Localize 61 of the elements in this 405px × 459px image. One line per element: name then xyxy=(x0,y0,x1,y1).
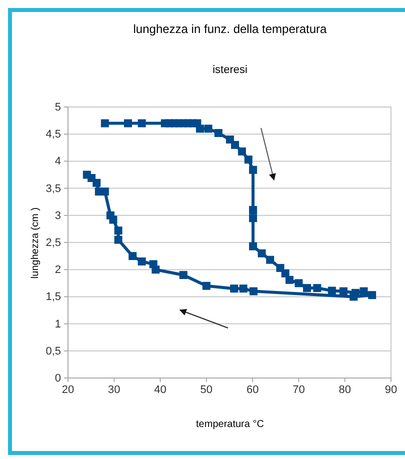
point xyxy=(149,260,158,268)
y-tick-label: 0 xyxy=(54,372,61,385)
point xyxy=(281,269,290,278)
point xyxy=(94,188,103,196)
point xyxy=(124,119,132,128)
point xyxy=(202,282,210,290)
point xyxy=(239,284,248,293)
y-tick-label: 5 xyxy=(54,102,61,114)
y-tick-label: 4,5 xyxy=(46,128,61,141)
point xyxy=(249,242,258,250)
point xyxy=(360,287,368,296)
y-tick-label: 1 xyxy=(54,318,61,330)
y-tick-label: 4 xyxy=(54,156,61,168)
x-tick-label: 90 xyxy=(384,384,398,396)
point xyxy=(285,276,294,284)
x-tick-label: 60 xyxy=(246,384,259,396)
point xyxy=(231,140,240,149)
point xyxy=(249,287,258,296)
chart-title: lunghezza in funz. della temperatura xyxy=(133,22,328,36)
point xyxy=(114,236,122,244)
point xyxy=(249,166,258,174)
point xyxy=(179,271,188,280)
point xyxy=(138,119,146,128)
x-tick-label: 40 xyxy=(154,384,166,396)
point xyxy=(238,147,246,156)
point xyxy=(214,129,222,138)
point xyxy=(128,252,137,260)
point xyxy=(114,226,122,235)
point xyxy=(368,291,376,300)
x-tick-label: 70 xyxy=(292,384,305,396)
x-tick-label: 20 xyxy=(62,384,74,396)
chart-subtitle: isteresi xyxy=(212,64,248,76)
y-axis-title: lunghezza (cm ) xyxy=(30,207,41,279)
point xyxy=(82,170,91,179)
point xyxy=(138,257,146,266)
point xyxy=(100,119,109,128)
point xyxy=(303,284,312,292)
x-axis-title: temperatura °C xyxy=(196,419,264,430)
point xyxy=(313,284,322,292)
point xyxy=(294,279,303,288)
point xyxy=(196,124,204,133)
point xyxy=(350,292,358,301)
y-tick-label: 2,5 xyxy=(46,237,61,250)
point xyxy=(339,287,348,296)
point xyxy=(249,206,258,214)
y-tick-label: 3,5 xyxy=(46,182,61,195)
y-tick-label: 0,5 xyxy=(46,345,61,358)
point xyxy=(258,249,266,258)
point xyxy=(244,156,252,164)
point xyxy=(106,211,114,220)
point xyxy=(230,284,238,293)
y-tick-label: 3 xyxy=(54,210,61,222)
point xyxy=(249,214,258,222)
point xyxy=(328,286,336,295)
point xyxy=(266,256,274,264)
x-tick-label: 30 xyxy=(108,384,120,396)
x-tick-label: 80 xyxy=(338,384,351,396)
point xyxy=(204,124,212,133)
x-tick-label: 50 xyxy=(200,384,213,396)
y-tick-label: 2 xyxy=(54,264,61,276)
y-tick-label: 1,5 xyxy=(46,291,61,304)
